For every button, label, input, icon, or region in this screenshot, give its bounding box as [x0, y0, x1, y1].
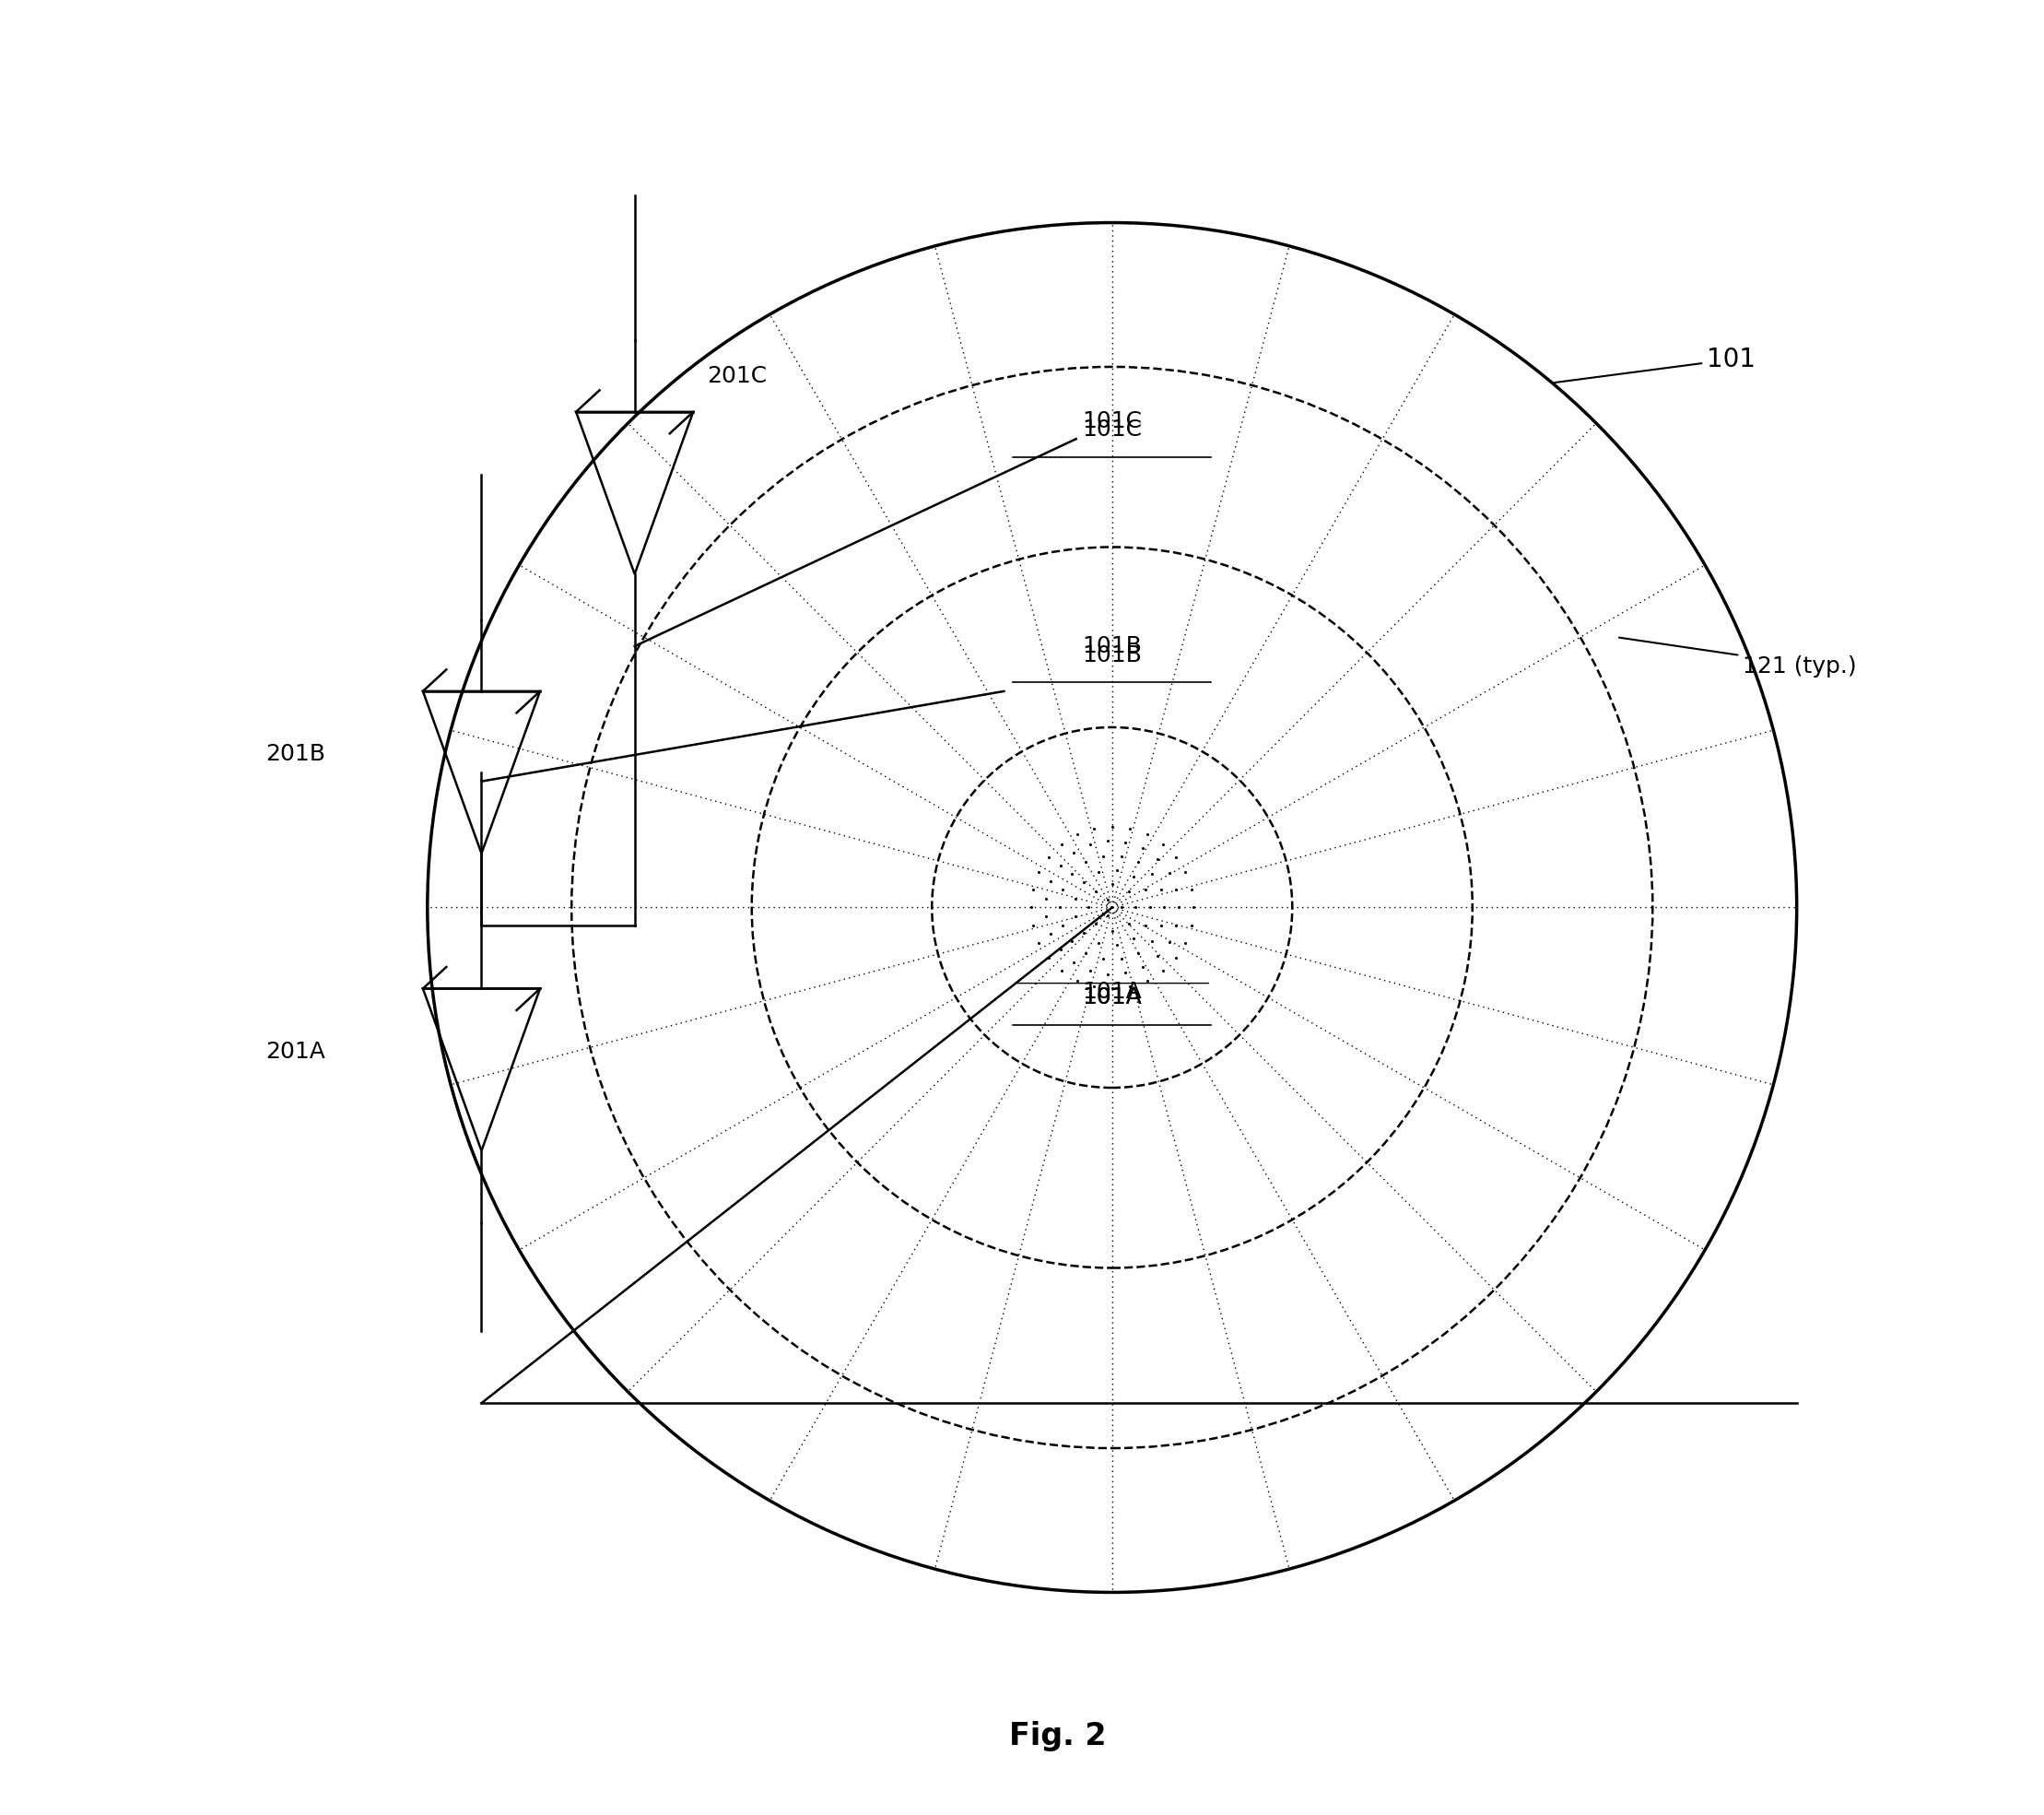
Text: 101A: 101A — [1081, 987, 1143, 1009]
Text: 201B: 201B — [266, 744, 325, 766]
Text: Fig. 2: Fig. 2 — [1010, 1721, 1106, 1751]
Text: 101C: 101C — [1081, 410, 1143, 432]
Text: 121 (typ.): 121 (typ.) — [1619, 637, 1856, 677]
Text: 101: 101 — [1555, 347, 1756, 383]
Text: 201C: 201C — [707, 365, 766, 387]
Text: 101B: 101B — [1081, 635, 1143, 657]
Text: 101A: 101A — [1081, 982, 1143, 1004]
Text: 101C: 101C — [1081, 419, 1143, 441]
Text: 201A: 201A — [266, 1040, 325, 1064]
Text: 101B: 101B — [1081, 644, 1143, 666]
Text: 101A: 101A — [1081, 987, 1143, 1009]
